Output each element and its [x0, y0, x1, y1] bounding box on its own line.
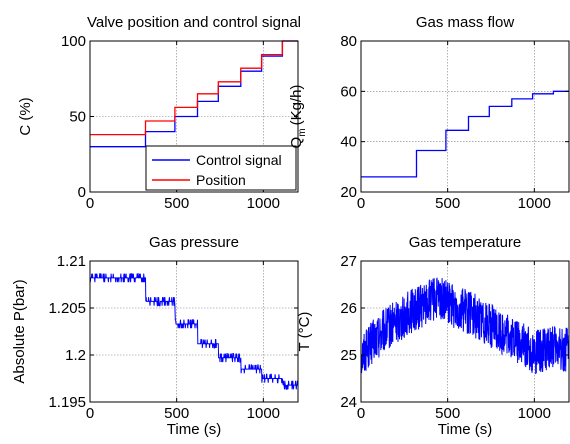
panel1-plot-area [361, 41, 569, 192]
panel1-axes-box [360, 40, 570, 193]
panel1-series-0 [361, 90, 569, 178]
panel3-x-tick-label: 0 [357, 405, 365, 422]
panel3-x-label: Time (s) [438, 421, 492, 438]
panel3-x-tick-label: 500 [435, 405, 460, 422]
panel0-y-tick-label: 100 [61, 33, 86, 50]
panel0-x-tick-label: 0 [86, 195, 94, 212]
gas-pressure-panel: 0 500 1000 1.195 1.2 1.205 1.21 Gas pressure Tim… [11, 234, 299, 438]
panel2-y-label: Absolute P(bar) [11, 279, 28, 383]
panel0-title: Valve position and control signal [87, 14, 301, 31]
panel2-y-tick-label: 1.195 [48, 394, 86, 411]
panel1-x-tick-label: 0 [357, 195, 365, 212]
panel2-x-tick-label: 1000 [247, 405, 280, 422]
gas-temperature-panel: 0 500 1000 24 25 26 27 Gas temperature Time (s) T… [296, 234, 570, 438]
panel3-series-0 [360, 277, 570, 375]
panel0-y-tick-label: 50 [69, 109, 86, 126]
panel2-y-tick-label: 1.205 [48, 300, 86, 317]
panel0-y-label: C (%) [17, 97, 34, 135]
panel0-x-tick-label: 1000 [247, 195, 280, 212]
panel2-y-tick-label: 1.21 [57, 253, 86, 270]
panel3-y-tick-label: 26 [340, 300, 357, 317]
panel3-title: Gas temperature [409, 234, 522, 251]
panel2-y-tick-label: 1.2 [65, 347, 86, 364]
panel1-y-tick-label: 20 [340, 184, 357, 201]
panel3-x-tick-label: 1000 [518, 405, 551, 422]
panel2-x-tick-label: 500 [164, 405, 189, 422]
panel2-axes-box [89, 260, 299, 403]
panel1-y-tick-label: 80 [340, 33, 357, 50]
panel0-series-position [90, 40, 298, 136]
panel1-x-tick-label: 1000 [518, 195, 551, 212]
gas-mass-flow-panel: 0 500 1000 20 40 60 80 Gas mass flow Qm(Kg/h) [288, 14, 570, 212]
panel3-y-label: T (°C) [296, 312, 313, 352]
panel1-y-tick-label: 60 [340, 83, 357, 100]
panel0-y-tick-label: 0 [78, 184, 86, 201]
panel1-title: Gas mass flow [416, 14, 515, 31]
panel0-legend-label: Control signal [196, 152, 282, 168]
panel0-x-tick-label: 500 [164, 195, 189, 212]
panel2-x-label: Time (s) [167, 421, 221, 438]
panel1-x-tick-label: 500 [435, 195, 460, 212]
panel1-y-label: Qm(Kg/h) [288, 85, 308, 149]
panel2-series-0 [89, 273, 299, 390]
panel3-y-tick-label: 25 [340, 347, 357, 364]
panel3-y-tick-label: 27 [340, 253, 357, 270]
panel1-y-tick-label: 40 [340, 134, 357, 151]
panel3-y-tick-label: 24 [340, 394, 357, 411]
panel0-legend [145, 145, 297, 191]
panel3-axes-box [360, 260, 570, 403]
panel0-legend-label: Position [196, 172, 246, 188]
panel2-x-tick-label: 0 [86, 405, 94, 422]
panel2-title: Gas pressure [149, 234, 239, 251]
